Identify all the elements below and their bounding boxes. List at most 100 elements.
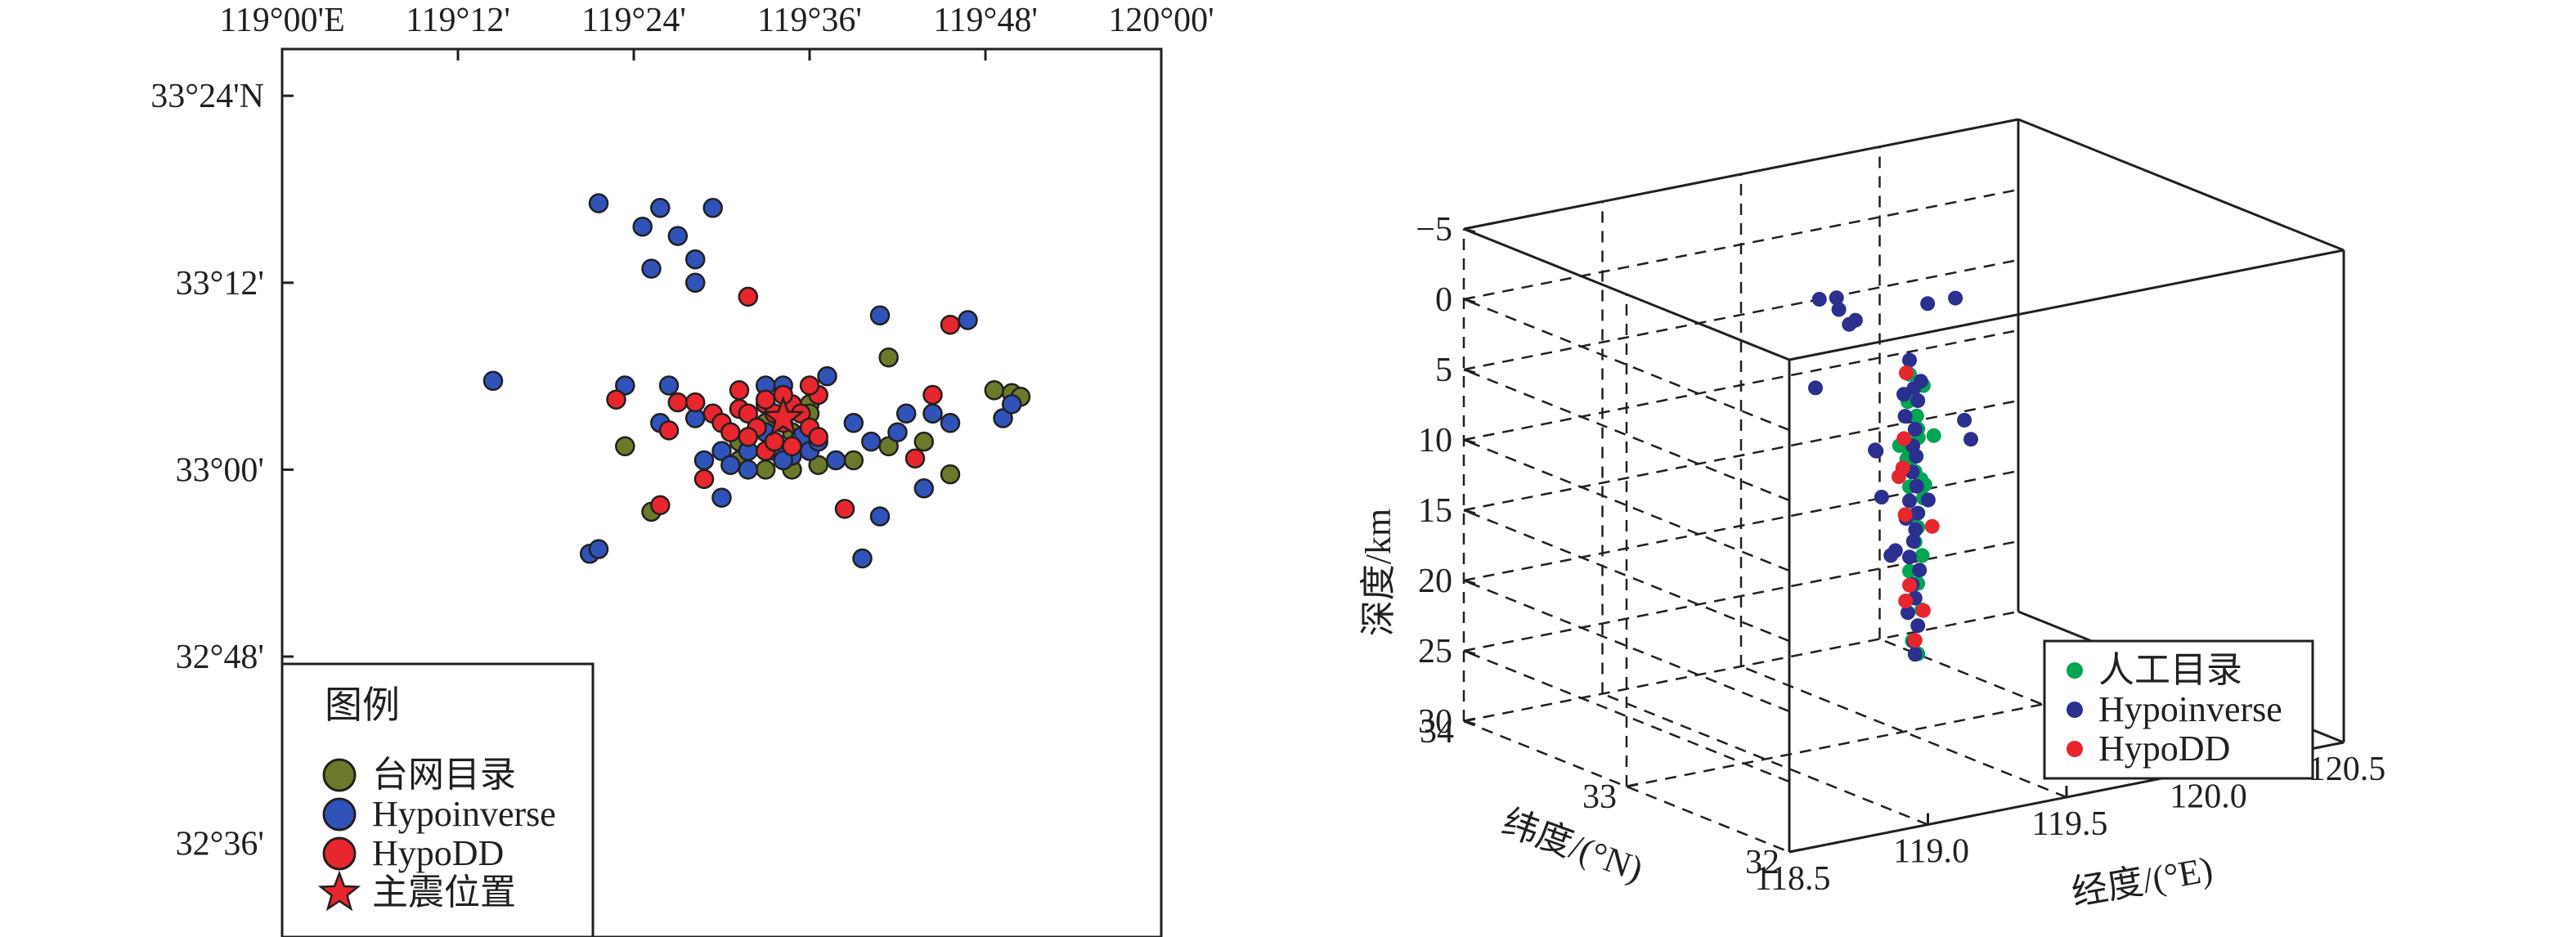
z-tick-label-2: 5 — [1435, 352, 1452, 389]
z-tick-label-5: 20 — [1418, 563, 1452, 600]
legend3d-label-hypoinverse: Hypoinverse — [2098, 689, 2282, 729]
legend-label-hypodd: HypoDD — [372, 833, 504, 873]
y-tick-label-2: 34 — [1420, 713, 1454, 751]
map-point-s1-31 — [940, 413, 961, 433]
map-point-s0-12 — [878, 347, 899, 368]
point3d-s1-39 — [1920, 492, 1936, 508]
map-point-s1-36 — [869, 506, 891, 527]
legend-marker-hypodd — [322, 836, 357, 871]
point3d-s1-36 — [1957, 412, 1972, 428]
z-tick-label-7: 30 — [1418, 703, 1452, 741]
grid-floor-y-1 — [1626, 675, 2182, 788]
legend-marker-catalog — [322, 758, 357, 792]
x-axis-label: 经度/(°E) — [2069, 849, 2216, 912]
map-point-s1-35 — [711, 487, 732, 508]
point3d-s1-1 — [1829, 290, 1844, 306]
3d-points — [1808, 290, 1978, 662]
map-point-s1-28 — [887, 422, 908, 442]
grid-back-wall-z-4 — [1463, 399, 2019, 512]
map-x-axis: 119°00'E 119°12' 119°24' 119°36' 119°48' 120°… — [219, 2, 1214, 61]
map-point-s1-40 — [588, 539, 609, 559]
z-tick-5 — [1463, 579, 1476, 585]
legend3d-label-hypodd: HypoDD — [2098, 729, 2230, 769]
y-tick-2 — [1463, 717, 1476, 723]
point3d-s2-1 — [1896, 431, 1912, 446]
legend-label-hypoinverse: Hypoinverse — [372, 794, 556, 834]
point3d-s2-7 — [1898, 594, 1914, 608]
depth-3d-plot: −5 0 5 10 15 20 25 30 118.5 119.0 119.5 120.0 120.5 3… — [1358, 118, 2385, 913]
y-axis-label: 纬度/(°N) — [1497, 802, 1649, 890]
map-point-s2-24 — [738, 427, 759, 447]
z-tick-label-1: 0 — [1435, 281, 1452, 319]
legend3d-label-manual: 人工目录 — [2098, 650, 2242, 690]
z-tick-6 — [1463, 649, 1476, 656]
point3d-s1-7 — [1869, 443, 1884, 459]
point3d-s1-26 — [1912, 563, 1928, 578]
point3d-s2-9 — [1907, 633, 1923, 648]
map-point-s1-24 — [825, 450, 846, 471]
map-point-s0-0 — [615, 436, 635, 457]
point3d-s1-12 — [1902, 352, 1917, 368]
map-point-s1-25 — [843, 413, 864, 433]
map-point-s0-17 — [940, 464, 961, 485]
x-tick-label-2: 119.5 — [2032, 805, 2108, 843]
point3d-s1-14 — [1910, 393, 1926, 408]
point3d-s1-20 — [1909, 478, 1924, 494]
map-point-s0-6 — [843, 450, 864, 471]
map-y-tick-label-0: 33°24'N — [150, 78, 264, 115]
grid-back-wall-z-2 — [1463, 258, 2019, 371]
map-x-tick-label-5: 120°00' — [1108, 2, 1214, 39]
map-x-tick-label-0: 119°00'E — [219, 2, 344, 39]
point3d-s1-22 — [1910, 505, 1926, 521]
map-point-s2-3 — [667, 392, 689, 413]
map-point-s2-10 — [738, 403, 759, 424]
map-point-s1-9 — [615, 375, 635, 396]
map-point-s1-1 — [632, 216, 653, 237]
point3d-s1-34 — [1883, 548, 1899, 563]
point3d-s1-29 — [1901, 605, 1915, 621]
z-tick-label-0: −5 — [1416, 211, 1452, 249]
map-y-tick-label-4: 32°36' — [176, 826, 264, 863]
legend3d-marker-manual — [2067, 662, 2083, 679]
map-point-s1-6 — [684, 249, 706, 270]
map-x-tick-label-4: 119°48' — [933, 2, 1038, 39]
point3d-s2-0 — [1899, 365, 1914, 381]
map-point-s1-14 — [711, 441, 732, 461]
point3d-s2-3 — [1897, 507, 1913, 522]
map-legend: 图例 台网目录 Hypoinverse HypoDD 主震位置 — [280, 662, 595, 937]
map-point-s2-27 — [693, 468, 715, 490]
point3d-s1-5 — [1808, 380, 1823, 396]
map-points — [482, 193, 1031, 569]
z-tick-label-4: 15 — [1418, 492, 1452, 530]
z-tick-3 — [1463, 438, 1476, 445]
point3d-s1-8 — [1874, 490, 1889, 504]
map-point-s1-26 — [861, 431, 882, 452]
point3d-s2-5 — [1892, 469, 1906, 484]
map-point-s1-5 — [641, 258, 662, 279]
map-point-s1-16 — [738, 460, 759, 480]
map-point-s2-2 — [606, 389, 626, 410]
edge-right-top — [2017, 118, 2345, 252]
map-point-s1-8 — [482, 370, 504, 392]
map-point-s1-33 — [1001, 394, 1022, 415]
point3d-s1-2 — [1831, 302, 1847, 317]
z-tick-label-3: 10 — [1418, 422, 1452, 460]
point3d-s2-6 — [1902, 577, 1917, 593]
map-point-s1-27 — [869, 305, 891, 326]
map-point-s2-23 — [808, 427, 828, 447]
map-x-tick-label-3: 119°36' — [757, 2, 862, 39]
map-point-s2-21 — [764, 431, 785, 452]
point3d-s1-0 — [1811, 292, 1827, 307]
map-point-s2-4 — [684, 392, 706, 413]
map-point-s2-32 — [799, 375, 820, 396]
z-tick-4 — [1463, 509, 1476, 515]
map-point-s1-13 — [693, 450, 715, 471]
map-point-s2-22 — [782, 436, 802, 457]
map-frame — [280, 47, 1163, 937]
map-point-s2-25 — [834, 499, 855, 519]
map-point-s1-15 — [720, 455, 741, 475]
map-point-s1-29 — [895, 403, 917, 424]
point3d-s1-11 — [1948, 290, 1963, 306]
y-tick-1 — [1626, 782, 1639, 788]
map-x-tick-label-1: 119°12' — [406, 2, 510, 39]
